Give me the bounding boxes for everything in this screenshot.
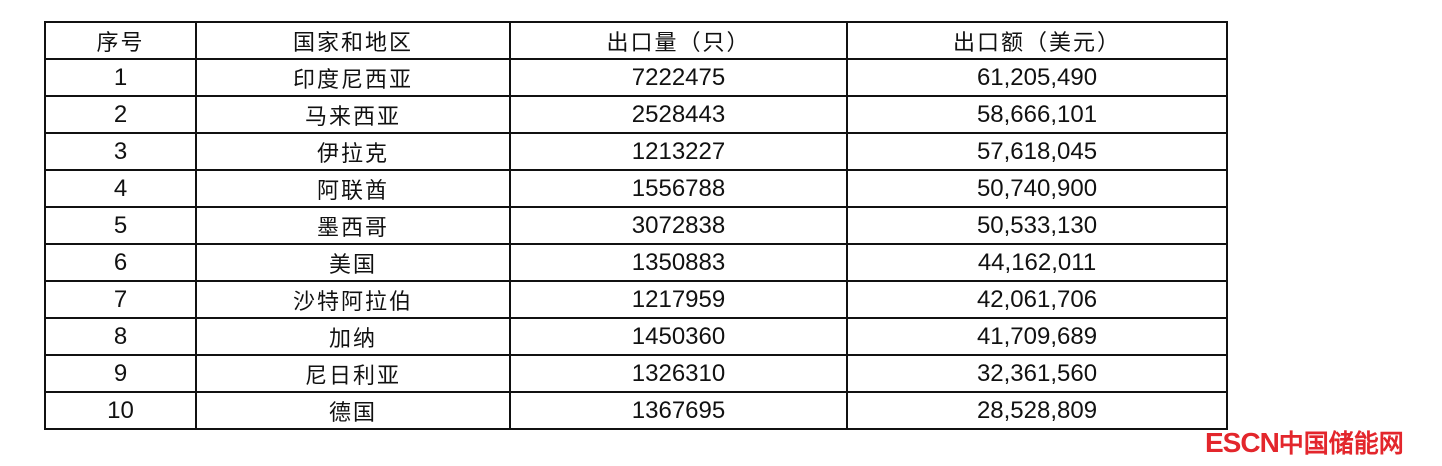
cell-country: 阿联酋 xyxy=(195,169,511,208)
cell-country: 加纳 xyxy=(195,317,511,356)
table-row: 7 沙特阿拉伯 1217959 42,061,706 xyxy=(44,280,1228,319)
cell-value: 58,666,101 xyxy=(846,95,1228,134)
cell-quantity: 3072838 xyxy=(509,206,848,245)
cell-index: 8 xyxy=(44,317,197,356)
export-table: 序号 国家和地区 出口量（只） 出口额（美元） 1 印度尼西亚 7222475 61,… xyxy=(44,21,1228,430)
cell-value: 50,533,130 xyxy=(846,206,1228,245)
cell-country: 伊拉克 xyxy=(195,132,511,171)
table-row: 9 尼日利亚 1326310 32,361,560 xyxy=(44,354,1228,393)
logo-latin: ESCN xyxy=(1205,427,1280,458)
header-row: 序号 国家和地区 出口量（只） 出口额（美元） xyxy=(44,21,1228,60)
table-row: 4 阿联酋 1556788 50,740,900 xyxy=(44,169,1228,208)
header-value: 出口额（美元） xyxy=(846,21,1228,60)
cell-index: 1 xyxy=(44,58,197,97)
table-row: 10 德国 1367695 28,528,809 xyxy=(44,391,1228,430)
cell-index: 3 xyxy=(44,132,197,171)
table-row: 2 马来西亚 2528443 58,666,101 xyxy=(44,95,1228,134)
cell-quantity: 1350883 xyxy=(509,243,848,282)
cell-index: 7 xyxy=(44,280,197,319)
cell-quantity: 2528443 xyxy=(509,95,848,134)
cell-index: 10 xyxy=(44,391,197,430)
table-row: 1 印度尼西亚 7222475 61,205,490 xyxy=(44,58,1228,97)
cell-value: 42,061,706 xyxy=(846,280,1228,319)
cell-country: 墨西哥 xyxy=(195,206,511,245)
cell-quantity: 1326310 xyxy=(509,354,848,393)
header-quantity: 出口量（只） xyxy=(509,21,848,60)
cell-quantity: 1556788 xyxy=(509,169,848,208)
table-row: 8 加纳 1450360 41,709,689 xyxy=(44,317,1228,356)
cell-index: 4 xyxy=(44,169,197,208)
escn-watermark-logo: ESCN中国储能网 xyxy=(1205,424,1404,460)
cell-index: 5 xyxy=(44,206,197,245)
cell-value: 41,709,689 xyxy=(846,317,1228,356)
header-country: 国家和地区 xyxy=(195,21,511,60)
cell-value: 44,162,011 xyxy=(846,243,1228,282)
cell-country: 德国 xyxy=(195,391,511,430)
cell-index: 9 xyxy=(44,354,197,393)
table-row: 5 墨西哥 3072838 50,533,130 xyxy=(44,206,1228,245)
cell-country: 尼日利亚 xyxy=(195,354,511,393)
cell-quantity: 7222475 xyxy=(509,58,848,97)
header-index: 序号 xyxy=(44,21,197,60)
cell-index: 6 xyxy=(44,243,197,282)
cell-country: 印度尼西亚 xyxy=(195,58,511,97)
cell-quantity: 1217959 xyxy=(509,280,848,319)
cell-country: 沙特阿拉伯 xyxy=(195,280,511,319)
cell-country: 美国 xyxy=(195,243,511,282)
cell-quantity: 1450360 xyxy=(509,317,848,356)
cell-index: 2 xyxy=(44,95,197,134)
cell-quantity: 1367695 xyxy=(509,391,848,430)
cell-value: 61,205,490 xyxy=(846,58,1228,97)
table-row: 3 伊拉克 1213227 57,618,045 xyxy=(44,132,1228,171)
cell-value: 28,528,809 xyxy=(846,391,1228,430)
logo-chinese: 中国储能网 xyxy=(1278,429,1404,458)
cell-value: 32,361,560 xyxy=(846,354,1228,393)
cell-value: 50,740,900 xyxy=(846,169,1228,208)
table-row: 6 美国 1350883 44,162,011 xyxy=(44,243,1228,282)
cell-country: 马来西亚 xyxy=(195,95,511,134)
cell-value: 57,618,045 xyxy=(846,132,1228,171)
cell-quantity: 1213227 xyxy=(509,132,848,171)
